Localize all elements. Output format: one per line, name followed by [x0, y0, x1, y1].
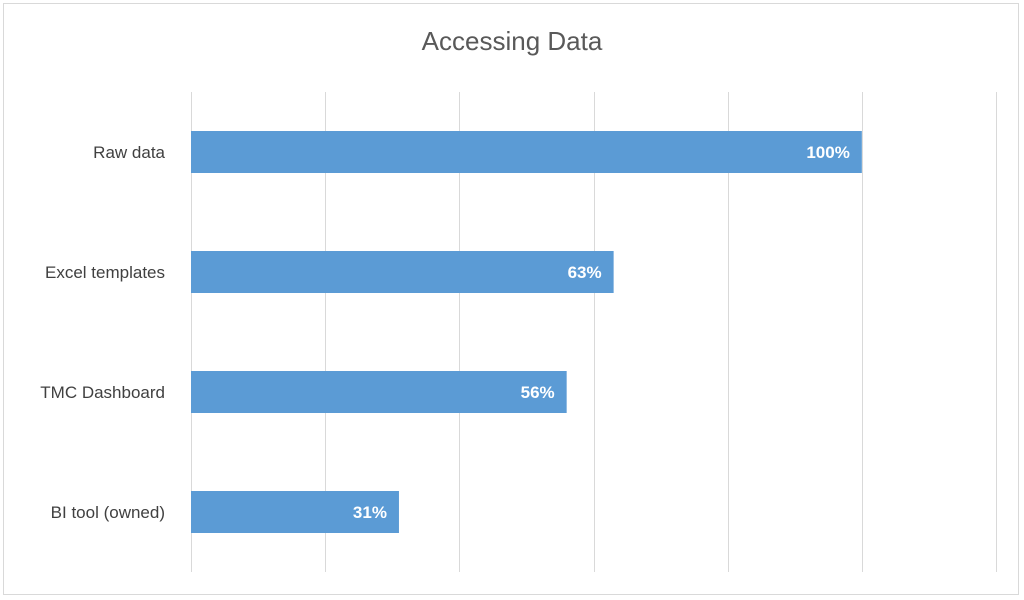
category-label: BI tool (owned): [51, 503, 165, 522]
chart-title: Accessing Data: [421, 26, 603, 56]
data-label: 56%: [521, 383, 555, 402]
data-label: 31%: [353, 503, 387, 522]
bar: [191, 491, 399, 533]
bar: [191, 131, 862, 173]
category-label: TMC Dashboard: [40, 383, 165, 402]
category-labels: Raw data Excel templates TMC Dashboard BI t…: [40, 143, 165, 522]
category-label: Raw data: [93, 143, 165, 162]
category-label: Excel templates: [45, 263, 165, 282]
bar: [191, 371, 567, 413]
data-label: 100%: [806, 143, 849, 162]
chart-frame: [3, 3, 1019, 595]
bar: [191, 251, 614, 293]
bars: 100% 63% 56% 31%: [191, 131, 862, 533]
data-label: 63%: [568, 263, 602, 282]
